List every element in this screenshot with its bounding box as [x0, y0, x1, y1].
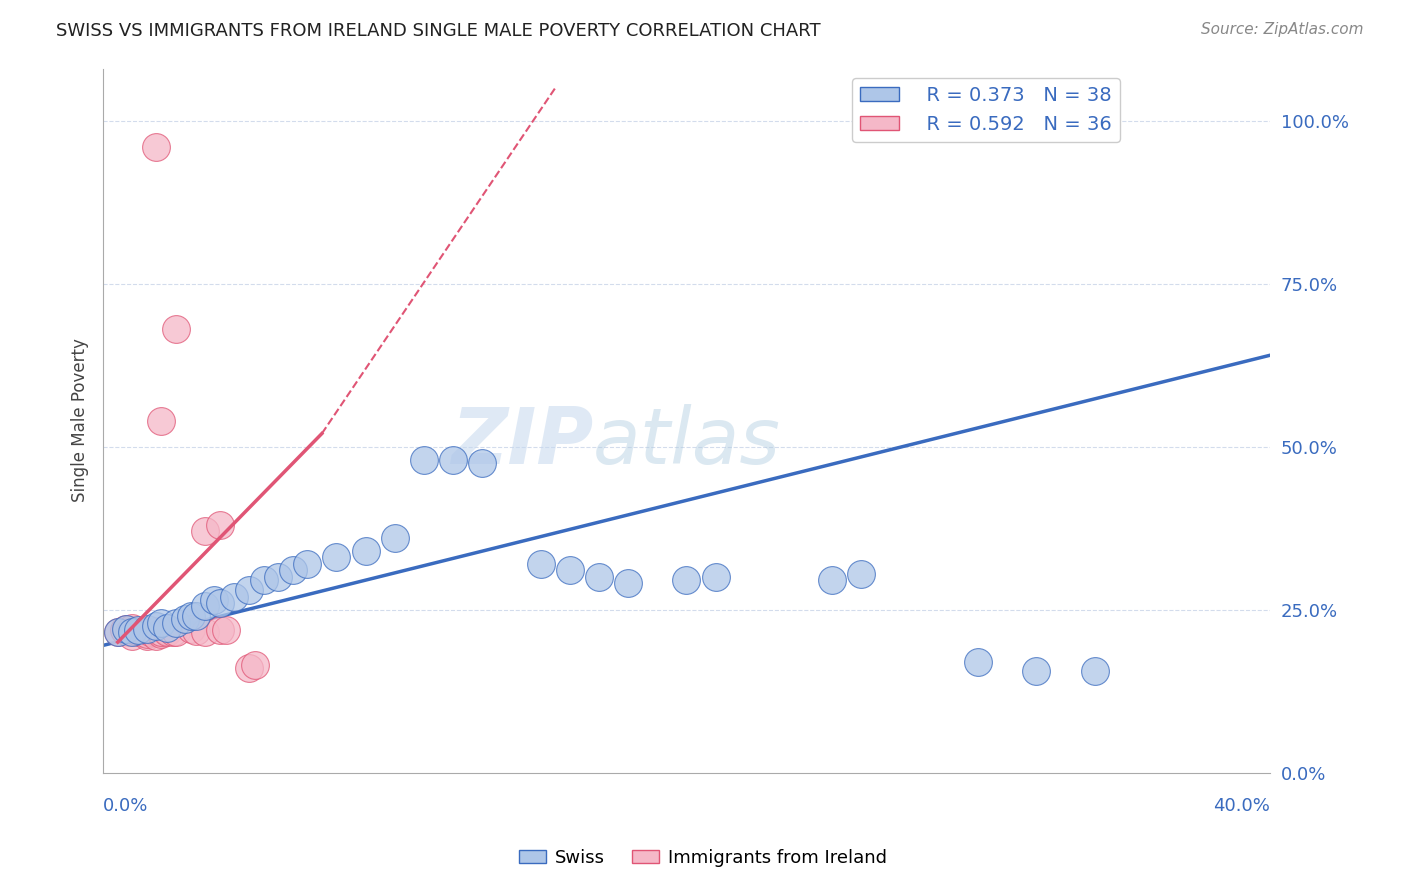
Point [127, 625, 149, 640]
Point [129, 625, 152, 640]
Point [135, 622, 157, 636]
Point [121, 624, 143, 638]
Point [186, 609, 208, 624]
Point [112, 624, 135, 638]
Point [297, 557, 319, 571]
Text: 40.0%: 40.0% [1213, 797, 1270, 815]
Point [150, 627, 173, 641]
Text: atlas: atlas [593, 404, 780, 480]
Point [1084, 665, 1107, 679]
Point [145, 629, 167, 643]
Point [150, 413, 173, 427]
Point [202, 592, 225, 607]
Point [186, 624, 208, 638]
Point [238, 661, 260, 675]
Point [384, 531, 406, 545]
Point [224, 590, 246, 604]
Point [617, 576, 640, 591]
Point [441, 452, 464, 467]
Point [118, 625, 141, 640]
Point [1025, 665, 1047, 679]
Point [145, 619, 167, 633]
Point [150, 615, 173, 630]
Point [139, 624, 162, 638]
Point [115, 622, 138, 636]
Point [588, 570, 610, 584]
Point [267, 570, 290, 584]
Point [252, 573, 274, 587]
Point [121, 621, 143, 635]
Point [145, 625, 167, 640]
Point [208, 624, 231, 638]
Point [558, 564, 581, 578]
Point [173, 612, 195, 626]
Point [121, 625, 143, 640]
Point [139, 625, 162, 640]
Y-axis label: Single Male Poverty: Single Male Poverty [72, 339, 89, 502]
Point [156, 625, 179, 640]
Point [115, 622, 138, 636]
Point [214, 624, 236, 638]
Point [821, 573, 844, 587]
Point [354, 544, 377, 558]
Point [180, 609, 202, 624]
Point [156, 624, 179, 638]
Point [162, 625, 184, 640]
Point [165, 625, 187, 640]
Point [145, 624, 167, 638]
Point [243, 657, 266, 672]
Point [107, 625, 129, 640]
Point [107, 625, 129, 640]
Text: SWISS VS IMMIGRANTS FROM IRELAND SINGLE MALE POVERTY CORRELATION CHART: SWISS VS IMMIGRANTS FROM IRELAND SINGLE … [56, 22, 821, 40]
Point [180, 622, 202, 636]
Point [132, 625, 155, 640]
Point [165, 615, 187, 630]
Point [145, 140, 167, 154]
Point [851, 566, 873, 581]
Point [121, 629, 143, 643]
Point [704, 570, 727, 584]
Point [150, 625, 173, 640]
Point [150, 625, 173, 640]
Point [413, 452, 436, 467]
Point [135, 629, 157, 643]
Point [238, 582, 260, 597]
Legend: Swiss, Immigrants from Ireland: Swiss, Immigrants from Ireland [512, 842, 894, 874]
Point [675, 573, 697, 587]
Point [325, 550, 347, 565]
Point [208, 596, 231, 610]
Legend:   R = 0.373   N = 38,   R = 0.592   N = 36: R = 0.373 N = 38, R = 0.592 N = 36 [852, 78, 1121, 142]
Text: Source: ZipAtlas.com: Source: ZipAtlas.com [1201, 22, 1364, 37]
Point [194, 599, 217, 614]
Point [127, 624, 149, 638]
Point [471, 456, 494, 470]
Text: ZIP: ZIP [451, 404, 593, 480]
Point [281, 564, 304, 578]
Point [194, 625, 217, 640]
Point [208, 517, 231, 532]
Text: 0.0%: 0.0% [103, 797, 149, 815]
Point [529, 557, 551, 571]
Point [165, 322, 187, 336]
Point [156, 621, 179, 635]
Point [967, 655, 990, 669]
Point [135, 627, 157, 641]
Point [194, 524, 217, 539]
